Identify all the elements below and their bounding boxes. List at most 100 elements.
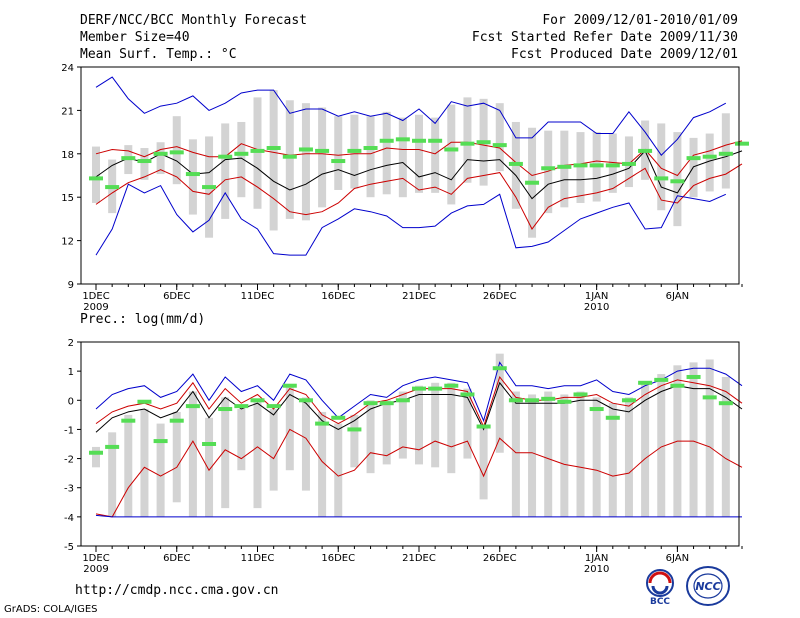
- member-size: Member Size=40: [80, 30, 190, 45]
- panel2-range-box: [205, 417, 214, 517]
- panel1-year-label: 2009: [83, 302, 108, 313]
- panel2-range-box: [495, 353, 504, 453]
- panel1-climo-marker: [121, 156, 136, 161]
- panel1-ytick-label: 21: [61, 106, 74, 117]
- panel1-climo-marker: [315, 148, 330, 153]
- panel1-climo-marker: [735, 141, 749, 146]
- panel2-xtick-label: 1JAN: [585, 553, 608, 564]
- panel1-climo-marker: [282, 154, 297, 159]
- panel1-range-box: [269, 90, 278, 231]
- panel1-range-box: [673, 132, 682, 227]
- panel2-range-box: [479, 426, 488, 500]
- panel2-range-box: [560, 394, 569, 517]
- panel1-climo-marker: [331, 159, 346, 164]
- panel2-climo-marker: [347, 427, 362, 432]
- panel2-xtick-label: 6JAN: [666, 553, 689, 564]
- panel1-range-box: [92, 146, 100, 203]
- panel2-range-box: [140, 409, 149, 517]
- panel1-climo-marker: [541, 166, 556, 171]
- panel2-xtick-label: 1DEC: [82, 553, 109, 564]
- panel2-climo-marker: [282, 383, 297, 388]
- panel1-climo-marker: [460, 141, 475, 146]
- panel2-mean-line: [95, 381, 743, 433]
- ncc-logo: NCC: [686, 566, 730, 606]
- panel2-range-box: [721, 376, 730, 517]
- grads-credit: GrADS: COLA/IGES: [4, 604, 98, 615]
- panel2-frame: [80, 341, 740, 547]
- panel2-range-box: [237, 409, 246, 471]
- panel2-climo-marker: [412, 386, 426, 391]
- panel2-range-box: [269, 409, 278, 491]
- panel1-climo-marker: [670, 179, 685, 184]
- panel2-xtick-label: 16DEC: [321, 553, 355, 564]
- panel2-climo-marker: [428, 386, 443, 391]
- panel2-range-box: [705, 359, 714, 517]
- panel1-xtick-label: 16DEC: [321, 291, 355, 302]
- panel2-climo-marker: [395, 398, 410, 403]
- panel2-xtick-label: 26DEC: [483, 553, 517, 564]
- bcc-logo-text: BCC: [650, 597, 670, 606]
- panel1-range-box: [463, 97, 472, 183]
- panel2-climo-marker: [638, 380, 653, 385]
- panel2-climo-marker: [541, 396, 556, 401]
- panel2-climo-marker: [654, 377, 669, 382]
- panel1-climo-marker: [137, 159, 152, 164]
- panel1-range-box: [253, 97, 262, 209]
- panel2-climo-marker: [444, 383, 459, 388]
- panel1-range-box: [140, 148, 149, 180]
- panel1-climo-marker: [379, 138, 394, 143]
- panel1-climo-marker: [621, 161, 636, 166]
- panel2-climo-marker: [266, 404, 281, 409]
- panel1-climo-marker: [428, 138, 443, 143]
- panel2-max-line: [95, 361, 743, 423]
- panel2-climo-marker: [460, 392, 475, 397]
- panel2-range-box: [92, 446, 100, 468]
- source-url[interactable]: http://cmdp.ncc.cma.gov.cn: [75, 583, 279, 598]
- panel2-ytick-label: -3: [64, 484, 74, 495]
- panel1-climo-marker: [557, 164, 572, 169]
- panel1-ytick-label: 15: [61, 193, 74, 204]
- panel1-max-line: [95, 76, 727, 156]
- variable-label: Mean Surf. Temp.: °C: [80, 47, 237, 62]
- panel2-climo-marker: [379, 401, 394, 406]
- panel1-climo-marker: [702, 154, 717, 159]
- panel1-xtick-label: 26DEC: [483, 291, 517, 302]
- panel2-climo-marker: [185, 404, 200, 409]
- panel2-range-box: [253, 400, 262, 509]
- panel2-ytick-label: 0: [68, 396, 74, 407]
- panel1-range-box: [318, 107, 327, 208]
- panel2-range-box: [172, 411, 181, 503]
- panel2-range-box: [221, 397, 230, 509]
- panel1-range-box: [721, 113, 730, 189]
- forecast-produced: Fcst Produced Date 2009/12/01: [511, 47, 738, 62]
- panel2-climo-marker: [492, 366, 507, 371]
- panel2-climo-marker: [508, 398, 523, 403]
- panel1-range-box: [608, 133, 617, 193]
- ncc-logo-text: NCC: [695, 580, 720, 593]
- panel1-climo-marker: [525, 180, 540, 185]
- panel2-climo-marker: [621, 398, 636, 403]
- panel1-range-box: [447, 104, 456, 205]
- panel2-climo-marker: [153, 439, 168, 444]
- panel1-climo-marker: [638, 148, 653, 153]
- panel1-xtick-label: 11DEC: [241, 291, 275, 302]
- panel1-p90-line: [95, 140, 743, 177]
- panel2-climo-marker: [105, 444, 120, 449]
- panel2-year-label: 2009: [83, 564, 108, 575]
- panel2-xtick-label: 6DEC: [163, 553, 190, 564]
- panel1-climo-marker: [105, 185, 120, 190]
- panel1-climo-marker: [218, 154, 233, 159]
- panel2-climo-marker: [525, 398, 540, 403]
- panel2-range-box: [689, 362, 698, 517]
- panel2-range-box: [624, 397, 633, 517]
- panel1-range-box: [237, 121, 246, 198]
- panel1-range-box: [560, 130, 569, 208]
- panel1-climo-marker: [718, 151, 733, 156]
- panel1-range-box: [544, 130, 553, 214]
- panel1-climo-marker: [476, 140, 491, 145]
- panel2-climo-marker: [89, 450, 103, 455]
- panel2-range-box: [576, 391, 585, 517]
- panel2-range-box: [447, 382, 456, 474]
- panel1-xtick-label: 21DEC: [402, 291, 436, 302]
- panel1-range-box: [576, 132, 585, 203]
